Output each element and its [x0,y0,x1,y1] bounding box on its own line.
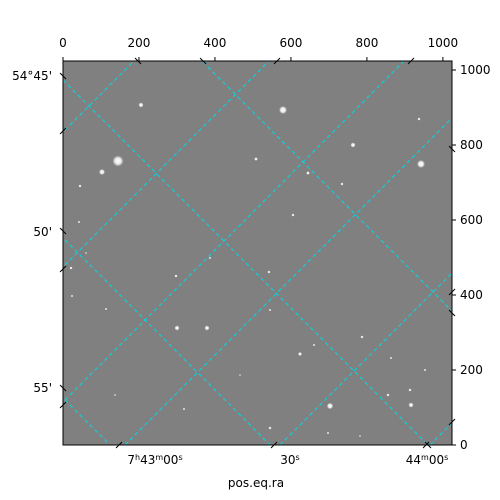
top-tick-label: 0 [59,36,67,50]
star [312,343,316,347]
dec-grid-line [63,61,405,403]
right-world-tick [448,145,456,153]
right-world-tick [448,288,456,296]
dec-tick-label: 54°45' [12,69,52,83]
top-world-tick [273,57,281,65]
star [204,325,210,331]
dec-tick [59,265,67,273]
star [408,388,412,392]
star [254,157,258,161]
star [267,270,271,274]
ra-tick-label: 44m00s [406,453,449,467]
star [386,393,390,397]
right-tick-label: 1000 [460,63,491,77]
dec-tick [59,401,67,409]
star [104,307,108,311]
world-tick-marks [59,57,456,449]
star [268,426,272,430]
star [350,142,356,148]
star [78,184,82,188]
star [298,352,302,356]
dec-grid-line [63,61,270,268]
star [417,117,421,121]
star [70,294,74,298]
top-tick-label: 600 [279,36,302,50]
top-world-tick [407,57,415,65]
star [326,431,330,435]
right-tick-label: 800 [460,138,483,152]
star [174,274,178,278]
ra-grid-line [63,79,429,445]
dec-tick-label: 50' [33,225,52,239]
ra-grid-line [201,61,452,312]
right-tick-label: 600 [460,213,483,227]
ra-grid-line [63,237,271,445]
right-tick-label: 0 [460,438,468,452]
star [326,402,334,410]
star [291,213,295,217]
star [208,256,212,260]
dec-grid-line [279,272,452,445]
top-tick-label: 800 [355,36,378,50]
star [99,169,105,175]
star [417,160,425,168]
dec-tick [59,384,67,392]
top-tick-label: 1000 [428,36,459,50]
plot-frame [62,60,453,446]
sky-image [63,61,452,445]
coordinate-grid [63,61,452,445]
ra-tick [424,441,432,449]
star [69,266,73,270]
dec-grid-line [63,61,135,133]
top-world-tick [134,57,142,65]
dec-grid-line [429,422,452,445]
star [112,155,124,167]
star-field [69,102,427,437]
dec-tick-label: 55' [33,381,52,395]
star [389,356,393,360]
top-axis: 0 200 400 600 800 1000 [59,36,458,61]
ra-tick [270,441,278,449]
star [359,435,361,437]
top-tick-label: 400 [204,36,227,50]
top-world-tick [199,57,207,65]
dec-grid-line [124,117,452,445]
star [239,374,241,376]
star [268,308,272,312]
right-tick-label: 200 [460,363,483,377]
ra-tick-label: 30s [280,453,299,467]
dec-tick [59,72,67,80]
star [114,394,116,396]
right-tick-label: 400 [460,288,483,302]
star [138,102,144,108]
star [340,182,344,186]
x-axis-label: pos.eq.ra [228,476,284,490]
star [360,335,364,339]
star [306,171,310,175]
right-axis: 0 200 400 600 800 1000 [452,63,491,452]
top-tick-label: 200 [128,36,151,50]
ra-tick-label: 7h43m00s [127,453,182,467]
right-world-tick [448,418,456,426]
dec-tick [59,127,67,135]
star [77,220,81,224]
star [174,325,180,331]
star [408,402,414,408]
star [85,252,87,254]
dec-tick [59,227,67,235]
star [182,407,186,411]
ra-tick [115,441,123,449]
ra-tick [422,441,430,449]
star [423,368,427,372]
star [279,106,287,114]
right-world-tick [448,309,456,317]
